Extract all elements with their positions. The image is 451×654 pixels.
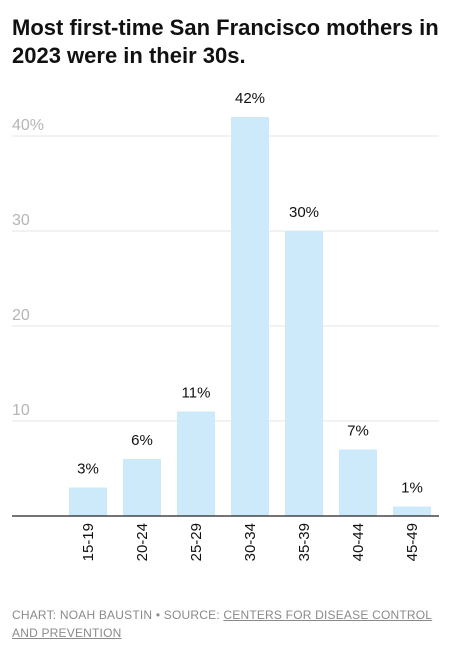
data-label: 30% xyxy=(289,204,319,221)
data-label: 1% xyxy=(401,480,423,497)
x-tick-label: 25-29 xyxy=(188,523,205,561)
y-tick-label: 40% xyxy=(12,117,44,134)
separator: • xyxy=(155,608,161,622)
y-tick-label: 10 xyxy=(12,402,30,419)
data-label: 7% xyxy=(347,423,369,440)
x-tick-label: 35-39 xyxy=(296,523,313,561)
bar xyxy=(123,459,161,516)
bar xyxy=(231,117,269,516)
chart-footer: CHART: NOAH BAUSTIN • SOURCE: CENTERS FO… xyxy=(12,606,442,642)
bar xyxy=(69,487,107,516)
x-tick-label: 20-24 xyxy=(134,523,151,561)
data-label: 42% xyxy=(235,90,265,107)
bar xyxy=(339,449,377,516)
data-label: 3% xyxy=(77,461,99,478)
chart-title: Most first-time San Francisco mothers in… xyxy=(12,15,439,68)
source-label: SOURCE: xyxy=(163,608,220,622)
x-tick-label: 15-19 xyxy=(80,523,97,561)
data-label: 11% xyxy=(182,385,211,402)
bar xyxy=(177,411,215,516)
credit-text: CHART: NOAH BAUSTIN xyxy=(12,608,153,622)
data-label: 6% xyxy=(131,432,153,449)
bar xyxy=(393,506,431,516)
x-tick-label: 30-34 xyxy=(242,523,259,561)
bar xyxy=(285,231,323,516)
source-link[interactable]: CENTERS FOR DISEASE CONTROL AND PREVENTI… xyxy=(12,608,433,640)
y-tick-label: 30 xyxy=(12,212,30,229)
x-tick-label: 45-49 xyxy=(404,523,421,561)
x-tick-label: 40-44 xyxy=(350,523,367,561)
y-tick-label: 20 xyxy=(12,307,30,324)
